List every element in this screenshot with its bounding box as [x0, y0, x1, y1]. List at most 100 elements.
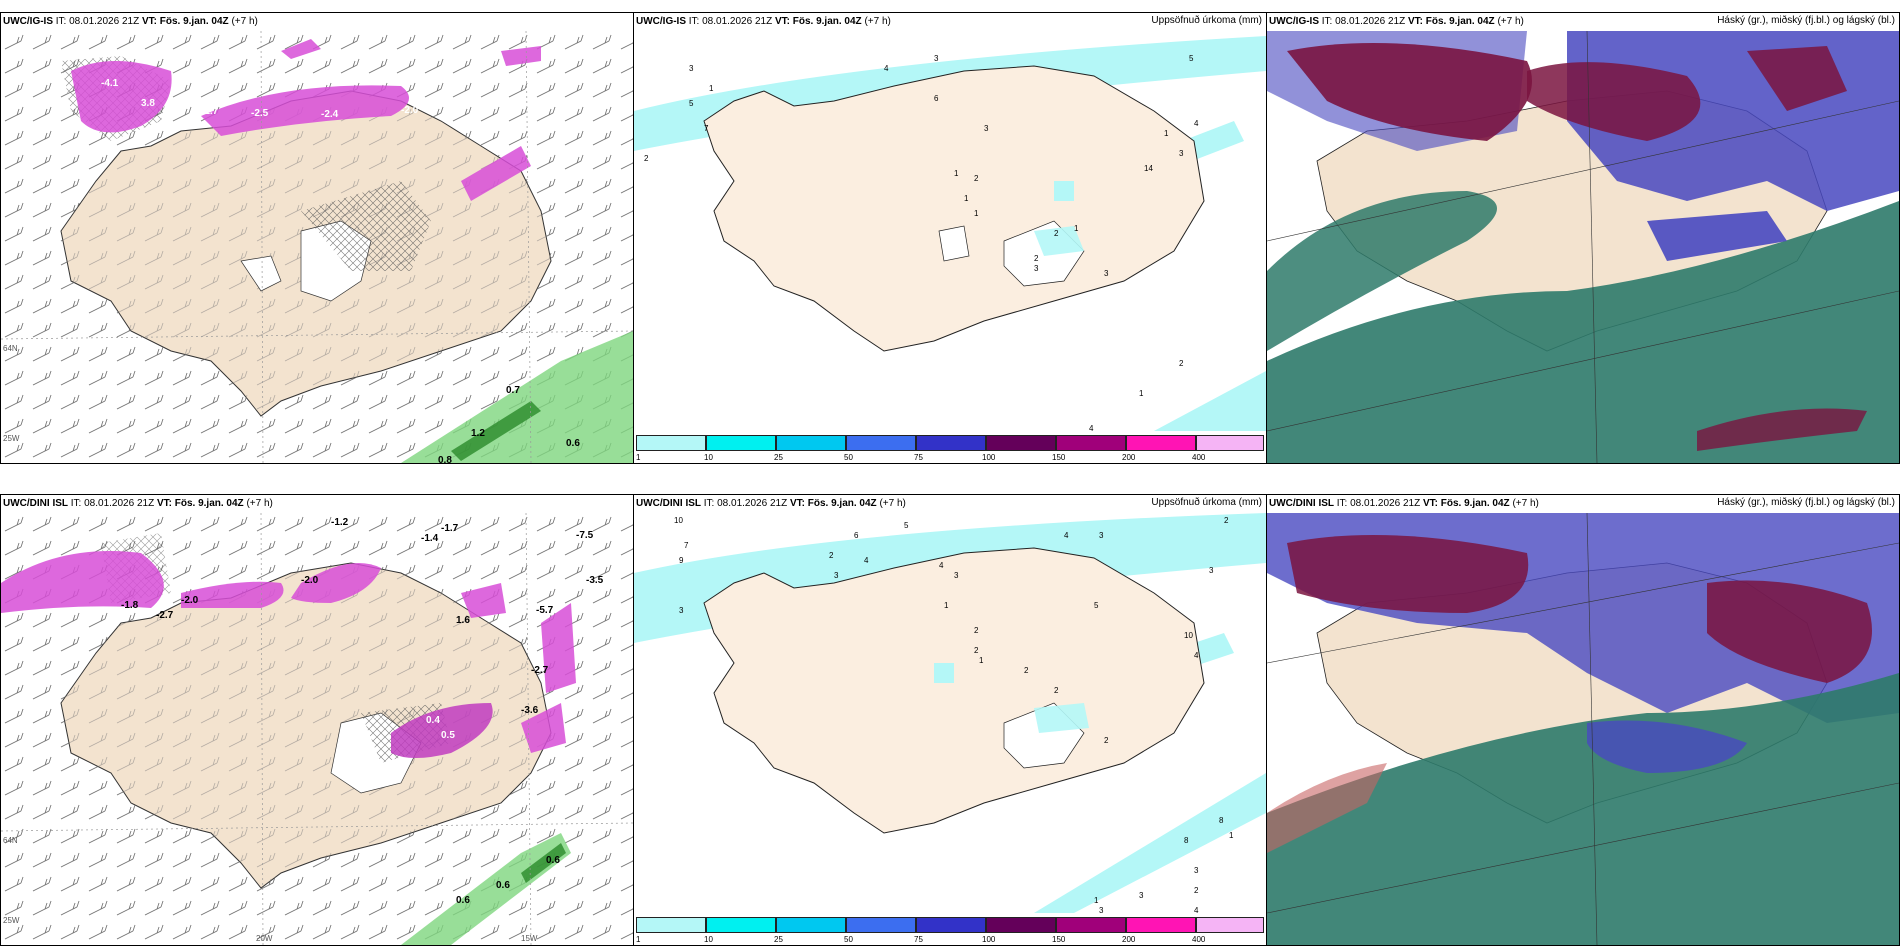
- colorbar-swatch: [1056, 917, 1126, 933]
- colorbar-tick: 200: [1122, 935, 1136, 944]
- colorbar-swatch: [986, 435, 1056, 451]
- temp-label: 1.2: [471, 428, 485, 439]
- colorbar-swatch: [636, 435, 706, 451]
- colorbar-swatch: [706, 435, 776, 451]
- colorbar-swatch: [1126, 917, 1196, 933]
- map-precip-top: 3 1 5 4 3 7 6 2 1 2 1 1 2 3 3 14 4 3 1 2…: [634, 31, 1266, 431]
- colorbar-swatch: [706, 917, 776, 933]
- svg-text:2: 2: [1054, 229, 1059, 238]
- temp-label: 0.8: [438, 455, 452, 463]
- svg-text:-1.4: -1.4: [421, 533, 439, 544]
- map-wind-bottom: -1.2 -1.4 -1.7 -7.5 -2.0 -3.5 -2.7 -2.0 …: [1, 513, 633, 945]
- panel-header: UWC/DINI ISL IT: 08.01.2026 21Z VT: Fös.…: [3, 498, 273, 509]
- colorbar-swatch: [1196, 917, 1264, 933]
- svg-text:2: 2: [1179, 359, 1184, 368]
- svg-text:5: 5: [1189, 54, 1194, 63]
- precip-labels: 10 7 9 3 6 5 2 3 4 4 3 1 2 2 1 2 2 5 4 3…: [674, 516, 1234, 913]
- temp-label: -1.7: [201, 106, 219, 117]
- colorbar-swatch: [986, 917, 1056, 933]
- svg-text:4: 4: [939, 561, 944, 570]
- svg-text:1: 1: [964, 194, 969, 203]
- svg-text:1: 1: [1164, 129, 1169, 138]
- colorbar-swatch: [636, 917, 706, 933]
- svg-text:7: 7: [684, 541, 689, 550]
- svg-text:3: 3: [954, 571, 959, 580]
- map-wind-top: 3.8 -4.1 -2.5 -2.0 -2.4 -1.7 0.7 1.2 0.8…: [1, 31, 633, 463]
- temp-label: 0.6: [566, 438, 580, 449]
- panel-precip-top: UWC/IG-IS IT: 08.01.2026 21Z VT: Fös. 9.…: [633, 12, 1267, 464]
- panel-clouds-top: UWC/IG-IS IT: 08.01.2026 21Z VT: Fös. 9.…: [1266, 12, 1900, 464]
- svg-text:-3.5: -3.5: [586, 575, 604, 586]
- svg-text:2: 2: [1054, 686, 1059, 695]
- temp-label: -4.1: [101, 78, 119, 89]
- colorbar-tick: 50: [844, 453, 853, 462]
- svg-text:2: 2: [829, 551, 834, 560]
- lat-label: 64N: [3, 836, 18, 845]
- svg-text:3: 3: [1194, 866, 1199, 875]
- colorbar-tick: 100: [982, 935, 996, 944]
- map-clouds-top: [1267, 31, 1899, 463]
- svg-text:0.4: 0.4: [426, 715, 440, 726]
- svg-text:6: 6: [854, 531, 859, 540]
- svg-text:2: 2: [974, 174, 979, 183]
- colorbar-swatch: [776, 917, 846, 933]
- colorbar-tick: 50: [844, 935, 853, 944]
- panel-wind-precip-top: UWC/IG-IS IT: 08.01.2026 21Z VT: Fös. 9.…: [0, 12, 634, 464]
- svg-text:8: 8: [1184, 836, 1189, 845]
- svg-text:-1.8: -1.8: [121, 600, 139, 611]
- panel-field-title: Uppsöfnuð úrkoma (mm): [1151, 15, 1262, 26]
- svg-text:10: 10: [1184, 631, 1193, 640]
- svg-text:1: 1: [709, 84, 714, 93]
- temp-label: 3.8: [141, 98, 155, 109]
- svg-text:-2.0: -2.0: [301, 575, 319, 586]
- colorbar-tick: 10: [704, 453, 713, 462]
- svg-text:4: 4: [1194, 119, 1199, 128]
- svg-text:2: 2: [644, 154, 649, 163]
- colorbar-tick: 150: [1052, 453, 1066, 462]
- colorbar-swatch: [1196, 435, 1264, 451]
- svg-text:1: 1: [944, 601, 949, 610]
- svg-text:0.6: 0.6: [496, 880, 510, 891]
- panel-header: UWC/DINI ISL IT: 08.01.2026 21Z VT: Fös.…: [1269, 498, 1539, 509]
- svg-text:5: 5: [904, 521, 909, 530]
- panel-field-title: Háský (gr.), miðský (fj.bl.) og lágský (…: [1717, 497, 1895, 508]
- svg-text:4: 4: [884, 64, 889, 73]
- svg-text:3: 3: [1179, 149, 1184, 158]
- svg-text:5: 5: [1094, 601, 1099, 610]
- lon-label: 20W: [256, 934, 273, 943]
- colorbar-tick: 75: [914, 935, 923, 944]
- svg-text:4: 4: [1194, 906, 1199, 913]
- svg-text:4: 4: [1089, 424, 1094, 431]
- colorbar-tick: 75: [914, 453, 923, 462]
- svg-text:-2.0: -2.0: [181, 595, 199, 606]
- svg-text:3: 3: [984, 124, 989, 133]
- colorbar-tick: 150: [1052, 935, 1066, 944]
- colorbar-tick: 200: [1122, 453, 1136, 462]
- colorbar-swatch: [916, 435, 986, 451]
- svg-text:1: 1: [1139, 389, 1144, 398]
- svg-text:4: 4: [864, 556, 869, 565]
- precip-labels: 3 1 5 4 3 7 6 2 1 2 1 1 2 3 3 14 4 3 1 2…: [644, 54, 1199, 431]
- svg-text:-7.5: -7.5: [576, 530, 594, 541]
- svg-text:-5.7: -5.7: [536, 605, 554, 616]
- colorbar: 1 10 25 50 75 100 150 200 400: [634, 433, 1266, 463]
- svg-text:0.5: 0.5: [441, 730, 455, 741]
- svg-text:6: 6: [934, 94, 939, 103]
- svg-text:1: 1: [1094, 896, 1099, 905]
- svg-text:5: 5: [689, 99, 694, 108]
- svg-text:-2.7: -2.7: [531, 665, 549, 676]
- svg-text:3: 3: [1104, 269, 1109, 278]
- iceland-land: [703, 65, 1205, 352]
- panel-wind-precip-bottom: UWC/DINI ISL IT: 08.01.2026 21Z VT: Fös.…: [0, 494, 634, 946]
- map-clouds-bottom: [1267, 513, 1899, 945]
- panel-header: UWC/IG-IS IT: 08.01.2026 21Z VT: Fös. 9.…: [636, 16, 891, 27]
- panel-header: UWC/IG-IS IT: 08.01.2026 21Z VT: Fös. 9.…: [3, 16, 258, 27]
- lat-label: 64N: [3, 344, 18, 353]
- lon-label: 25W: [3, 434, 20, 443]
- temp-label: -2.4: [321, 109, 339, 120]
- svg-text:-3.6: -3.6: [521, 705, 539, 716]
- svg-text:9: 9: [679, 556, 684, 565]
- svg-text:-1.2: -1.2: [331, 517, 349, 528]
- lon-label: 15W: [521, 934, 538, 943]
- svg-text:0.6: 0.6: [546, 855, 560, 866]
